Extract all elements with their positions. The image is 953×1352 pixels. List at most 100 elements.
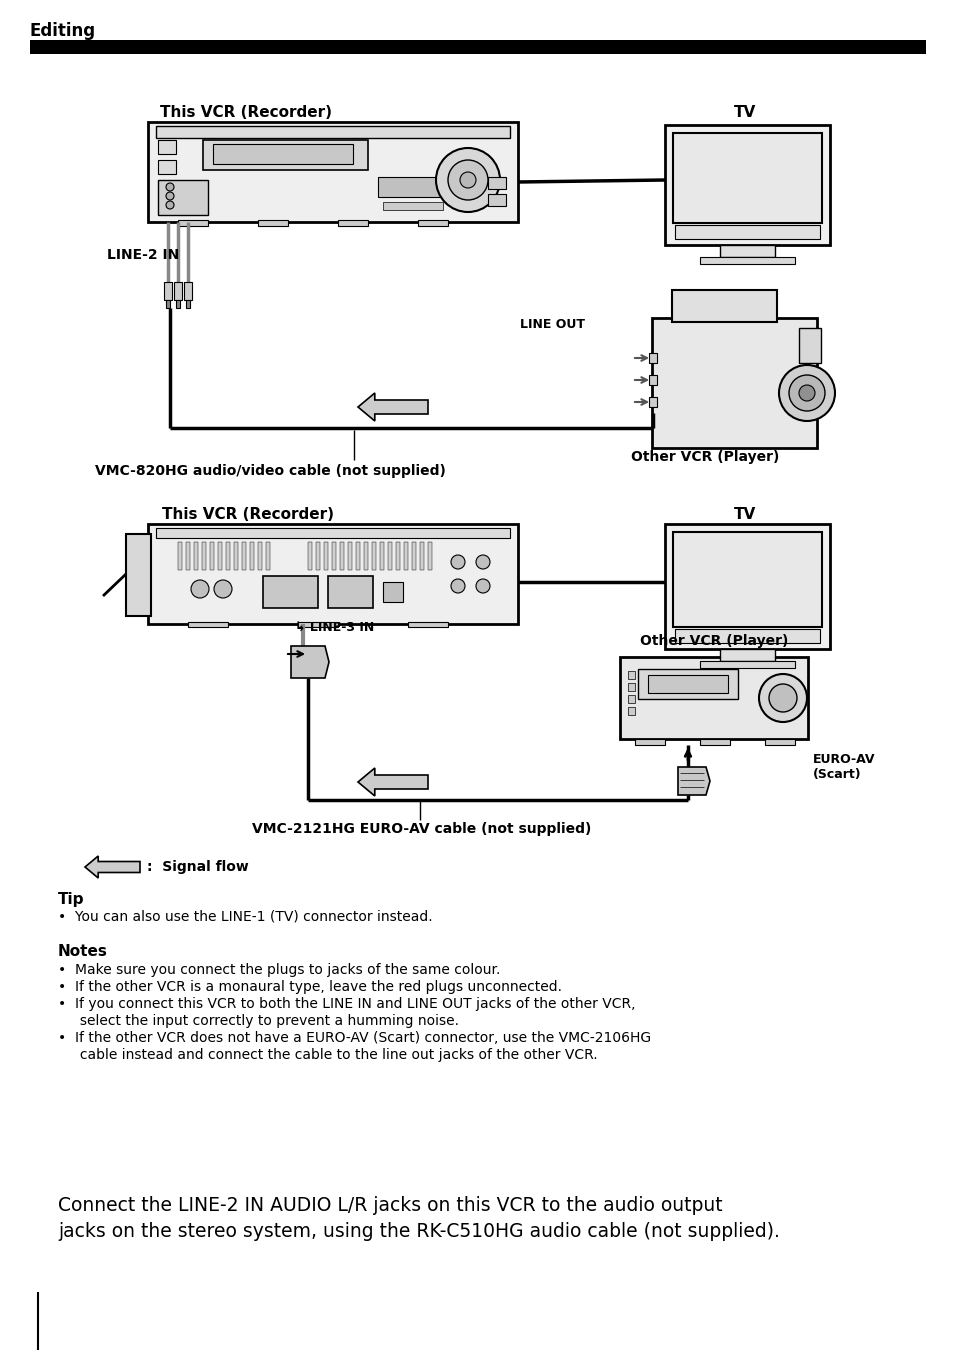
Bar [202, 542, 206, 571]
Bar [355, 542, 359, 571]
Bar [148, 525, 517, 625]
Bar [257, 542, 262, 571]
Bar [428, 542, 432, 571]
Bar [257, 220, 288, 226]
Bar [379, 542, 384, 571]
Text: Connect the LINE-2 IN AUDIO L/R jacks on this VCR to the audio output: Connect the LINE-2 IN AUDIO L/R jacks on… [58, 1197, 721, 1215]
Bar [648, 353, 657, 362]
Bar [188, 622, 228, 627]
Bar [226, 542, 230, 571]
Text: VMC-2121HG EURO-AV cable (not supplied): VMC-2121HG EURO-AV cable (not supplied) [252, 822, 591, 836]
Bar [619, 657, 807, 740]
Bar [175, 300, 180, 308]
Bar [158, 160, 175, 174]
Bar [700, 257, 794, 264]
Bar [627, 695, 635, 703]
Bar [158, 180, 208, 215]
Bar [308, 542, 312, 571]
Bar [675, 224, 820, 239]
Text: LINE-2 IN: LINE-2 IN [107, 247, 179, 262]
Bar [364, 542, 368, 571]
Bar [242, 542, 246, 571]
Circle shape [476, 579, 490, 594]
Text: ↳ LINE-3 IN: ↳ LINE-3 IN [294, 621, 374, 634]
Bar [266, 542, 270, 571]
Bar [672, 132, 821, 223]
Bar [156, 126, 510, 138]
Bar [403, 542, 408, 571]
Bar [372, 542, 375, 571]
Bar [186, 542, 190, 571]
Bar [408, 622, 448, 627]
Text: •  Make sure you connect the plugs to jacks of the same colour.: • Make sure you connect the plugs to jac… [58, 963, 500, 977]
Bar [648, 375, 657, 385]
Bar [164, 283, 172, 300]
Bar [720, 245, 774, 257]
Circle shape [779, 365, 834, 420]
Text: •  You can also use the LINE-1 (TV) connector instead.: • You can also use the LINE-1 (TV) conne… [58, 910, 432, 923]
Bar [764, 740, 794, 745]
Bar [324, 542, 328, 571]
Polygon shape [291, 646, 329, 677]
Circle shape [759, 675, 806, 722]
Bar [720, 649, 774, 661]
Circle shape [788, 375, 824, 411]
Circle shape [459, 172, 476, 188]
Circle shape [166, 192, 173, 200]
Text: Tip: Tip [58, 892, 85, 907]
Text: TV: TV [733, 507, 756, 522]
Bar [664, 124, 829, 245]
Text: Other VCR (Player): Other VCR (Player) [630, 450, 779, 464]
Bar [158, 141, 175, 154]
Bar [328, 576, 373, 608]
Text: This VCR (Recorder): This VCR (Recorder) [160, 105, 332, 120]
Bar [218, 542, 222, 571]
Bar [419, 542, 423, 571]
Bar [377, 177, 457, 197]
Circle shape [799, 385, 814, 402]
Circle shape [166, 183, 173, 191]
Bar [203, 141, 368, 170]
Text: •  If the other VCR does not have a EURO-AV (Scart) connector, use the VMC-2106H: • If the other VCR does not have a EURO-… [58, 1032, 651, 1045]
Bar [178, 542, 182, 571]
Bar [348, 542, 352, 571]
Text: jacks on the stereo system, using the RK-C510HG audio cable (not supplied).: jacks on the stereo system, using the RK… [58, 1222, 779, 1241]
Bar [627, 683, 635, 691]
Bar [156, 529, 510, 538]
Bar [675, 629, 820, 644]
Circle shape [436, 147, 499, 212]
Bar [30, 41, 925, 54]
Bar [664, 525, 829, 649]
Text: EURO-AV
(Scart): EURO-AV (Scart) [812, 753, 875, 781]
Polygon shape [357, 768, 428, 796]
Bar [337, 220, 368, 226]
Bar [799, 329, 821, 362]
Bar [263, 576, 317, 608]
Bar [700, 740, 729, 745]
Text: TV: TV [733, 105, 756, 120]
Bar [647, 675, 727, 694]
Bar [671, 289, 776, 322]
Bar [382, 201, 442, 210]
Text: select the input correctly to prevent a humming noise.: select the input correctly to prevent a … [58, 1014, 458, 1028]
Bar [638, 669, 738, 699]
Bar [651, 318, 816, 448]
Bar [417, 220, 448, 226]
Bar [178, 220, 208, 226]
Polygon shape [85, 856, 140, 877]
Bar [339, 542, 344, 571]
Circle shape [166, 201, 173, 210]
Bar [173, 283, 182, 300]
Bar [488, 177, 505, 189]
Bar [700, 661, 794, 668]
Circle shape [476, 556, 490, 569]
Polygon shape [357, 393, 428, 420]
Bar [213, 145, 353, 164]
Circle shape [451, 556, 464, 569]
Bar [627, 707, 635, 715]
Bar [648, 397, 657, 407]
Text: •  If the other VCR is a monaural type, leave the red plugs unconnected.: • If the other VCR is a monaural type, l… [58, 980, 561, 994]
Bar [148, 122, 517, 222]
Bar [186, 300, 190, 308]
Polygon shape [678, 767, 709, 795]
